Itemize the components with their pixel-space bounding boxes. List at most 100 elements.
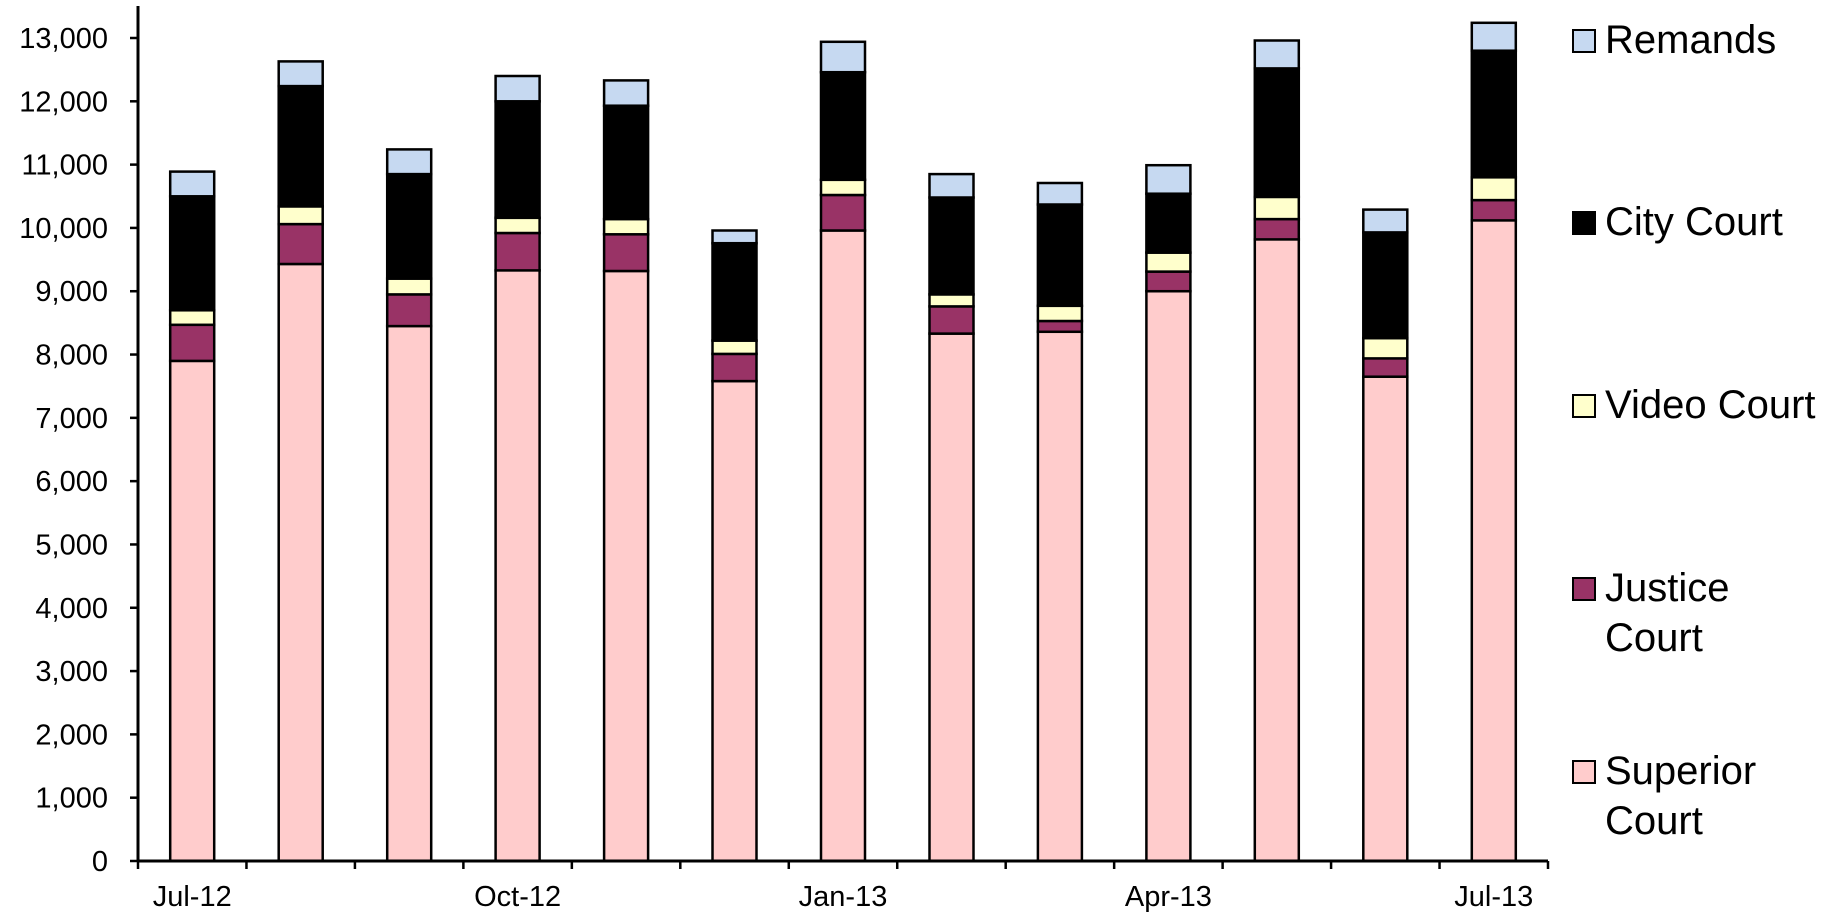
bar-segment (1253, 195, 1301, 221)
bar-segment (1145, 270, 1192, 293)
bar-segment (1470, 21, 1518, 52)
bar-segment (819, 229, 867, 863)
y-tick-label: 12,000 (19, 86, 108, 118)
legend-item: Remands (1572, 18, 1776, 62)
bar-segment (602, 269, 650, 863)
bar-stack (277, 60, 324, 863)
bar-segment (1362, 336, 1409, 360)
bar-segment (494, 269, 541, 863)
bar-segment (819, 193, 867, 232)
y-tick-label: 11,000 (21, 150, 108, 182)
bar-stack (1145, 163, 1192, 863)
y-tick-label: 4,000 (35, 593, 108, 625)
bar-segment (1362, 375, 1409, 863)
bar-segment (602, 79, 650, 107)
legend-item: Video Court (1572, 383, 1816, 427)
legend-swatch (1572, 29, 1596, 53)
y-tick-label: 6,000 (35, 466, 108, 498)
bar-segment (928, 172, 975, 199)
y-tick-label: 5,000 (35, 529, 108, 561)
bar-segment (1036, 319, 1084, 334)
bar-segment (494, 231, 541, 272)
bar-segment (277, 205, 324, 226)
bar-segment (1036, 203, 1084, 308)
y-tick-label: 2,000 (35, 719, 108, 751)
bar-segment (494, 100, 541, 220)
bar-segment (1145, 251, 1192, 273)
bar-segment (1253, 238, 1301, 863)
bar-segment (1470, 176, 1518, 202)
bar-stack (385, 148, 433, 863)
bar-segment (1036, 181, 1084, 206)
bar-segment (819, 70, 867, 182)
legend-label: Remands (1605, 18, 1776, 62)
y-tick-label: 1,000 (35, 783, 108, 815)
legend-label-line: Court (1605, 799, 1703, 843)
bar-segment (1145, 289, 1192, 863)
bar-segment (168, 359, 216, 863)
bar-segment (277, 222, 324, 266)
legend-swatch (1572, 577, 1596, 601)
legend-label-line: Superior (1605, 749, 1756, 793)
x-tick-label: Jan-13 (799, 881, 888, 913)
bar-segment (928, 332, 975, 863)
legend-label-line: Justice (1605, 566, 1730, 610)
bar-segment (1253, 39, 1301, 70)
y-tick-label: 0 (92, 846, 108, 878)
bar-segment (168, 308, 216, 327)
legend-item: City Court (1572, 200, 1783, 244)
bar-segment (168, 170, 216, 198)
bar-segment (168, 323, 216, 363)
bar-segment (168, 195, 216, 312)
bar-segment (928, 305, 975, 335)
bar-segment (1036, 304, 1084, 323)
x-tick-label: Jul-12 (153, 881, 232, 913)
bar-stack (494, 74, 541, 863)
bar-segment (277, 84, 324, 208)
bar-segment (277, 60, 324, 88)
y-tick-label: 8,000 (35, 340, 108, 372)
bar-stack (1362, 208, 1409, 863)
bar-segment (494, 216, 541, 235)
bar-segment (1470, 219, 1518, 863)
bar-segment (494, 74, 541, 103)
bar-segment (1470, 198, 1518, 222)
x-tick-label: Jul-13 (1454, 881, 1533, 913)
bar-stack (168, 170, 216, 863)
bar-segment (602, 233, 650, 273)
bar-segment (385, 277, 433, 296)
bar-segment (1253, 67, 1301, 199)
legend-label-line: Remands (1605, 18, 1776, 62)
legend-item: Superior Court (1572, 749, 1756, 843)
legend-label: Video Court (1605, 383, 1816, 427)
bar-segment (1036, 330, 1084, 863)
bar-segment (711, 241, 758, 342)
y-tick-label: 13,000 (19, 23, 108, 55)
legend-label-line: City Court (1605, 200, 1783, 244)
bar-segment (1470, 49, 1518, 179)
bar-segment (385, 293, 433, 328)
y-tick-label: 9,000 (35, 276, 108, 308)
bar-segment (711, 379, 758, 863)
bar-segment (1145, 192, 1192, 254)
y-tick-label: 7,000 (35, 403, 108, 435)
x-tick-label: Oct-12 (474, 881, 561, 913)
legend-label-line: Court (1605, 616, 1703, 660)
y-tick-label: 10,000 (19, 213, 108, 245)
legend: Remands City Court Video Court Justice Court… (1572, 18, 1816, 843)
bar-segment (385, 172, 433, 280)
bar-segment (385, 148, 433, 176)
legend-label: Superior Court (1605, 749, 1756, 843)
bar-stack (928, 172, 975, 863)
bar-segment (277, 262, 324, 863)
x-tick-label: Apr-13 (1125, 881, 1212, 913)
bar-segment (1362, 357, 1409, 378)
bar-segment (819, 40, 867, 74)
bar-stack (1036, 181, 1084, 863)
legend-swatch (1572, 394, 1596, 418)
bar-segment (711, 352, 758, 383)
bar-segment (1362, 231, 1409, 340)
legend-item: Justice Court (1572, 566, 1730, 660)
legend-label-line: Video Court (1605, 383, 1816, 427)
